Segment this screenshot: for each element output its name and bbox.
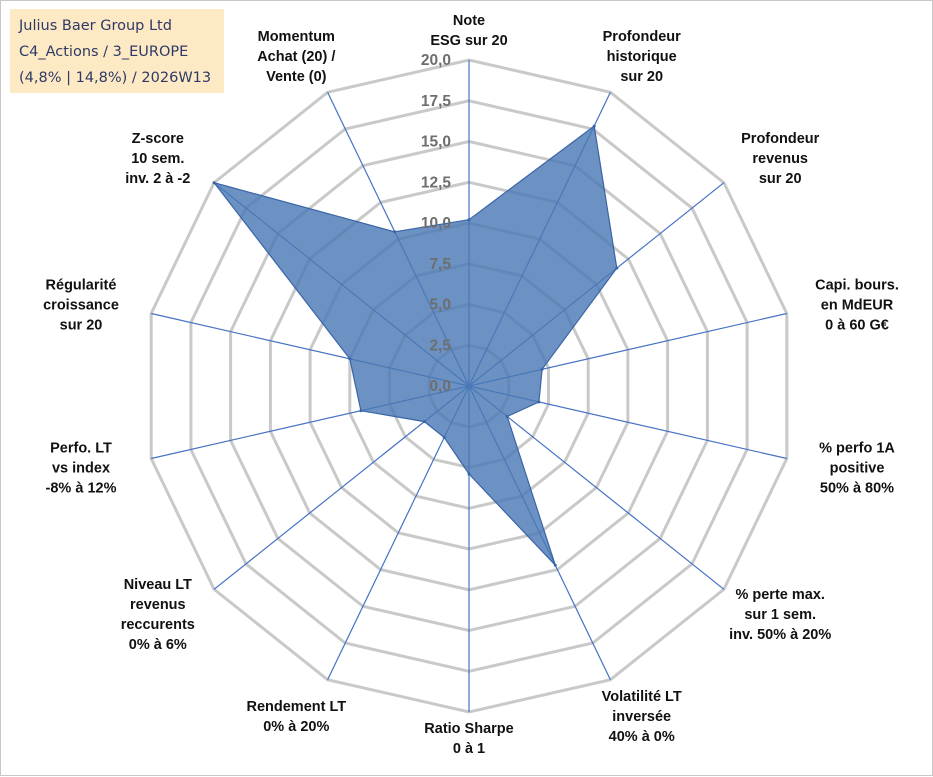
axis-label-line: Momentum bbox=[258, 29, 335, 45]
axis-label-8: Rendement LT 0% à 20% bbox=[246, 699, 346, 735]
series-area bbox=[212, 125, 618, 566]
axis-label-13: Momentum Achat (20) / Vente (0) bbox=[257, 29, 335, 85]
axis-label-line: 0% à 6% bbox=[129, 637, 187, 653]
radar-tick-labels: 0,0 2,5 5,0 7,5 10,0 12,5 15,0 17,5 20,0 bbox=[421, 52, 452, 395]
tick-label: 12,5 bbox=[421, 174, 452, 191]
chart-title-box: Julius Baer Group Ltd C4_Actions / 3_EUR… bbox=[10, 9, 224, 93]
axis-label-line: Ratio Sharpe bbox=[424, 721, 513, 737]
series-point bbox=[442, 435, 446, 439]
axis-spoke bbox=[468, 385, 725, 590]
axis-label-11: Régularité croissance sur 20 bbox=[43, 278, 119, 334]
axis-label-3: Capi. bours. en MdEUR 0 à 60 G€ bbox=[815, 278, 899, 334]
series-point bbox=[553, 563, 557, 567]
series-point bbox=[467, 472, 471, 476]
axis-label-line: Note bbox=[453, 13, 485, 29]
axis-label-line: reccurents bbox=[121, 617, 195, 633]
axis-label-line: revenus bbox=[130, 597, 186, 613]
axis-label-1: Profondeur historique sur 20 bbox=[603, 29, 681, 85]
axis-label-line: inversée bbox=[612, 709, 671, 725]
chart-title-line-3: (4,8% | 14,8%) / 2026W13 bbox=[19, 70, 212, 86]
axis-label-line: ESG sur 20 bbox=[430, 33, 507, 49]
axis-label-line: % perte max. bbox=[735, 587, 824, 603]
axis-label-line: en MdEUR bbox=[821, 298, 894, 314]
series-point bbox=[393, 230, 397, 234]
series-point bbox=[348, 357, 352, 361]
axis-label-6: Volatilité LT inversée 40% à 0% bbox=[602, 689, 682, 745]
axis-label-7: Ratio Sharpe 0 à 1 bbox=[424, 721, 513, 757]
series-point bbox=[212, 181, 216, 185]
axis-label-line: 0 à 1 bbox=[453, 741, 485, 757]
series-point bbox=[505, 415, 509, 418]
tick-label: 10,0 bbox=[421, 215, 451, 232]
axis-label-line: Vente (0) bbox=[266, 69, 327, 85]
axis-label-line: 0% à 20% bbox=[263, 719, 329, 735]
axis-label-line: Profondeur bbox=[603, 29, 681, 45]
tick-label: 20,0 bbox=[421, 52, 451, 69]
axis-label-0: Note ESG sur 20 bbox=[430, 13, 507, 49]
axis-label-5: % perte max. sur 1 sem. inv. 50% à 20% bbox=[729, 587, 831, 643]
axis-label-line: 50% à 80% bbox=[820, 480, 894, 496]
axis-label-line: sur 20 bbox=[60, 318, 103, 334]
axis-label-line: 40% à 0% bbox=[609, 729, 675, 745]
axis-label-line: -8% à 12% bbox=[46, 480, 117, 496]
axis-label-line: croissance bbox=[43, 298, 119, 314]
axis-label-line: sur 20 bbox=[759, 171, 802, 187]
axis-label-line: Achat (20) / bbox=[257, 49, 335, 65]
axis-label-line: Perfo. LT bbox=[50, 440, 112, 456]
tick-label: 7,5 bbox=[429, 256, 451, 273]
series-point bbox=[467, 218, 471, 222]
radar-axis-labels: Note ESG sur 20 Profondeur historique sur 20… bbox=[43, 13, 899, 757]
axis-label-line: Niveau LT bbox=[124, 577, 192, 593]
chart-title-line-1: Julius Baer Group Ltd bbox=[19, 18, 172, 34]
series-point bbox=[592, 124, 596, 128]
axis-label-line: positive bbox=[830, 460, 885, 476]
axis-label-line: sur 20 bbox=[620, 69, 663, 85]
axis-label-line: sur 1 sem. bbox=[744, 607, 816, 623]
tick-label: 2,5 bbox=[429, 337, 451, 354]
axis-label-line: Volatilité LT bbox=[602, 689, 682, 705]
axis-label-4: % perfo 1A positive 50% à 80% bbox=[819, 440, 895, 496]
series-point bbox=[537, 400, 541, 404]
series-point bbox=[359, 409, 363, 413]
axis-label-line: Rendement LT bbox=[246, 699, 346, 715]
axis-label-line: Régularité bbox=[46, 278, 117, 294]
axis-label-line: Z-score bbox=[132, 131, 184, 147]
axis-label-line: % perfo 1A bbox=[819, 440, 895, 456]
radar-series bbox=[212, 124, 619, 567]
axis-label-line: revenus bbox=[752, 151, 808, 167]
axis-label-line: inv. 2 à -2 bbox=[125, 171, 190, 187]
tick-label: 5,0 bbox=[429, 297, 451, 314]
series-point bbox=[422, 420, 426, 424]
axis-label-line: 10 sem. bbox=[131, 151, 184, 167]
axis-label-2: Profondeur revenus sur 20 bbox=[741, 131, 819, 187]
axis-label-line: Capi. bours. bbox=[815, 278, 899, 294]
chart-title-line-2: C4_Actions / 3_EUROPE bbox=[19, 44, 189, 60]
axis-label-10: Perfo. LT vs index -8% à 12% bbox=[46, 440, 117, 496]
axis-label-line: inv. 50% à 20% bbox=[729, 627, 831, 643]
tick-label: 17,5 bbox=[421, 93, 452, 110]
tick-label: 0,0 bbox=[429, 378, 451, 395]
series-point bbox=[615, 266, 619, 270]
axis-label-line: Profondeur bbox=[741, 131, 819, 147]
axis-label-line: vs index bbox=[52, 460, 110, 476]
axis-label-line: 0 à 60 G€ bbox=[825, 318, 889, 334]
axis-label-9: Niveau LT revenus reccurents 0% à 6% bbox=[121, 577, 195, 653]
axis-label-12: Z-score 10 sem. inv. 2 à -2 bbox=[125, 131, 190, 187]
series-point bbox=[540, 367, 544, 371]
tick-label: 15,0 bbox=[421, 134, 451, 151]
axis-label-line: historique bbox=[607, 49, 677, 65]
